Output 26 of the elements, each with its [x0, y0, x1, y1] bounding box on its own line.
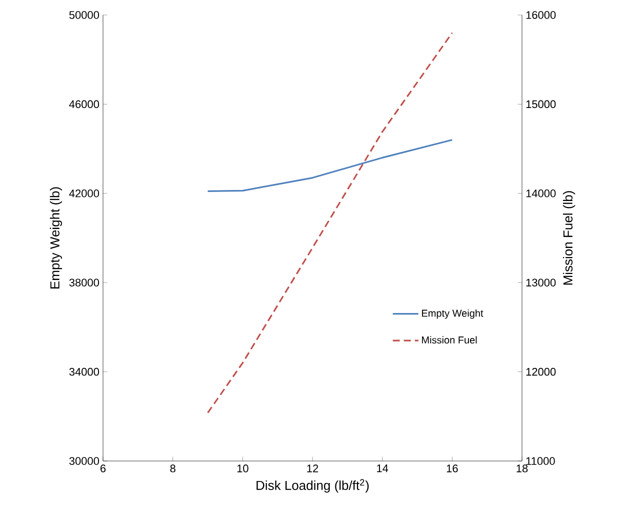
line-series [206, 139, 453, 192]
y-tick-label: 46000 [69, 100, 100, 108]
y2-tick-label: 11000 [526, 457, 555, 465]
y2-tick-label: 12000 [526, 368, 556, 376]
x-tick-label: 18 [516, 464, 528, 472]
x-tick-label: 16 [446, 464, 458, 472]
x-tick-label: 10 [237, 464, 248, 472]
x-tick-label: 6 [100, 464, 106, 472]
line-series [206, 32, 453, 414]
x-axis-title: Disk Loading (lb/ft$^{2}$) [256, 479, 369, 493]
x-tick-label: 12 [307, 464, 318, 472]
x-tick-label: 14 [377, 464, 388, 472]
y-tick-label: 30000 [69, 457, 100, 465]
x-tick-label: 8 [170, 464, 176, 472]
y2-tick-label: 14000 [526, 190, 556, 198]
legend-label: Mission Fuel [422, 336, 477, 344]
y2-axis-title: Mission Fuel (lb) [562, 191, 576, 285]
y-tick-label: 50000 [69, 11, 100, 19]
y2-tick-label: 16000 [526, 11, 556, 19]
y-tick-label: 42000 [69, 190, 100, 198]
y2-tick-label: 15000 [526, 100, 556, 108]
legend-label: Empty Weight [422, 309, 484, 319]
y-tick-label: 34000 [69, 368, 100, 376]
y2-tick-label: 13000 [526, 278, 556, 286]
y-tick-label: 38000 [69, 278, 100, 286]
y-axis-title: Empty Weight (lb) [50, 187, 62, 288]
